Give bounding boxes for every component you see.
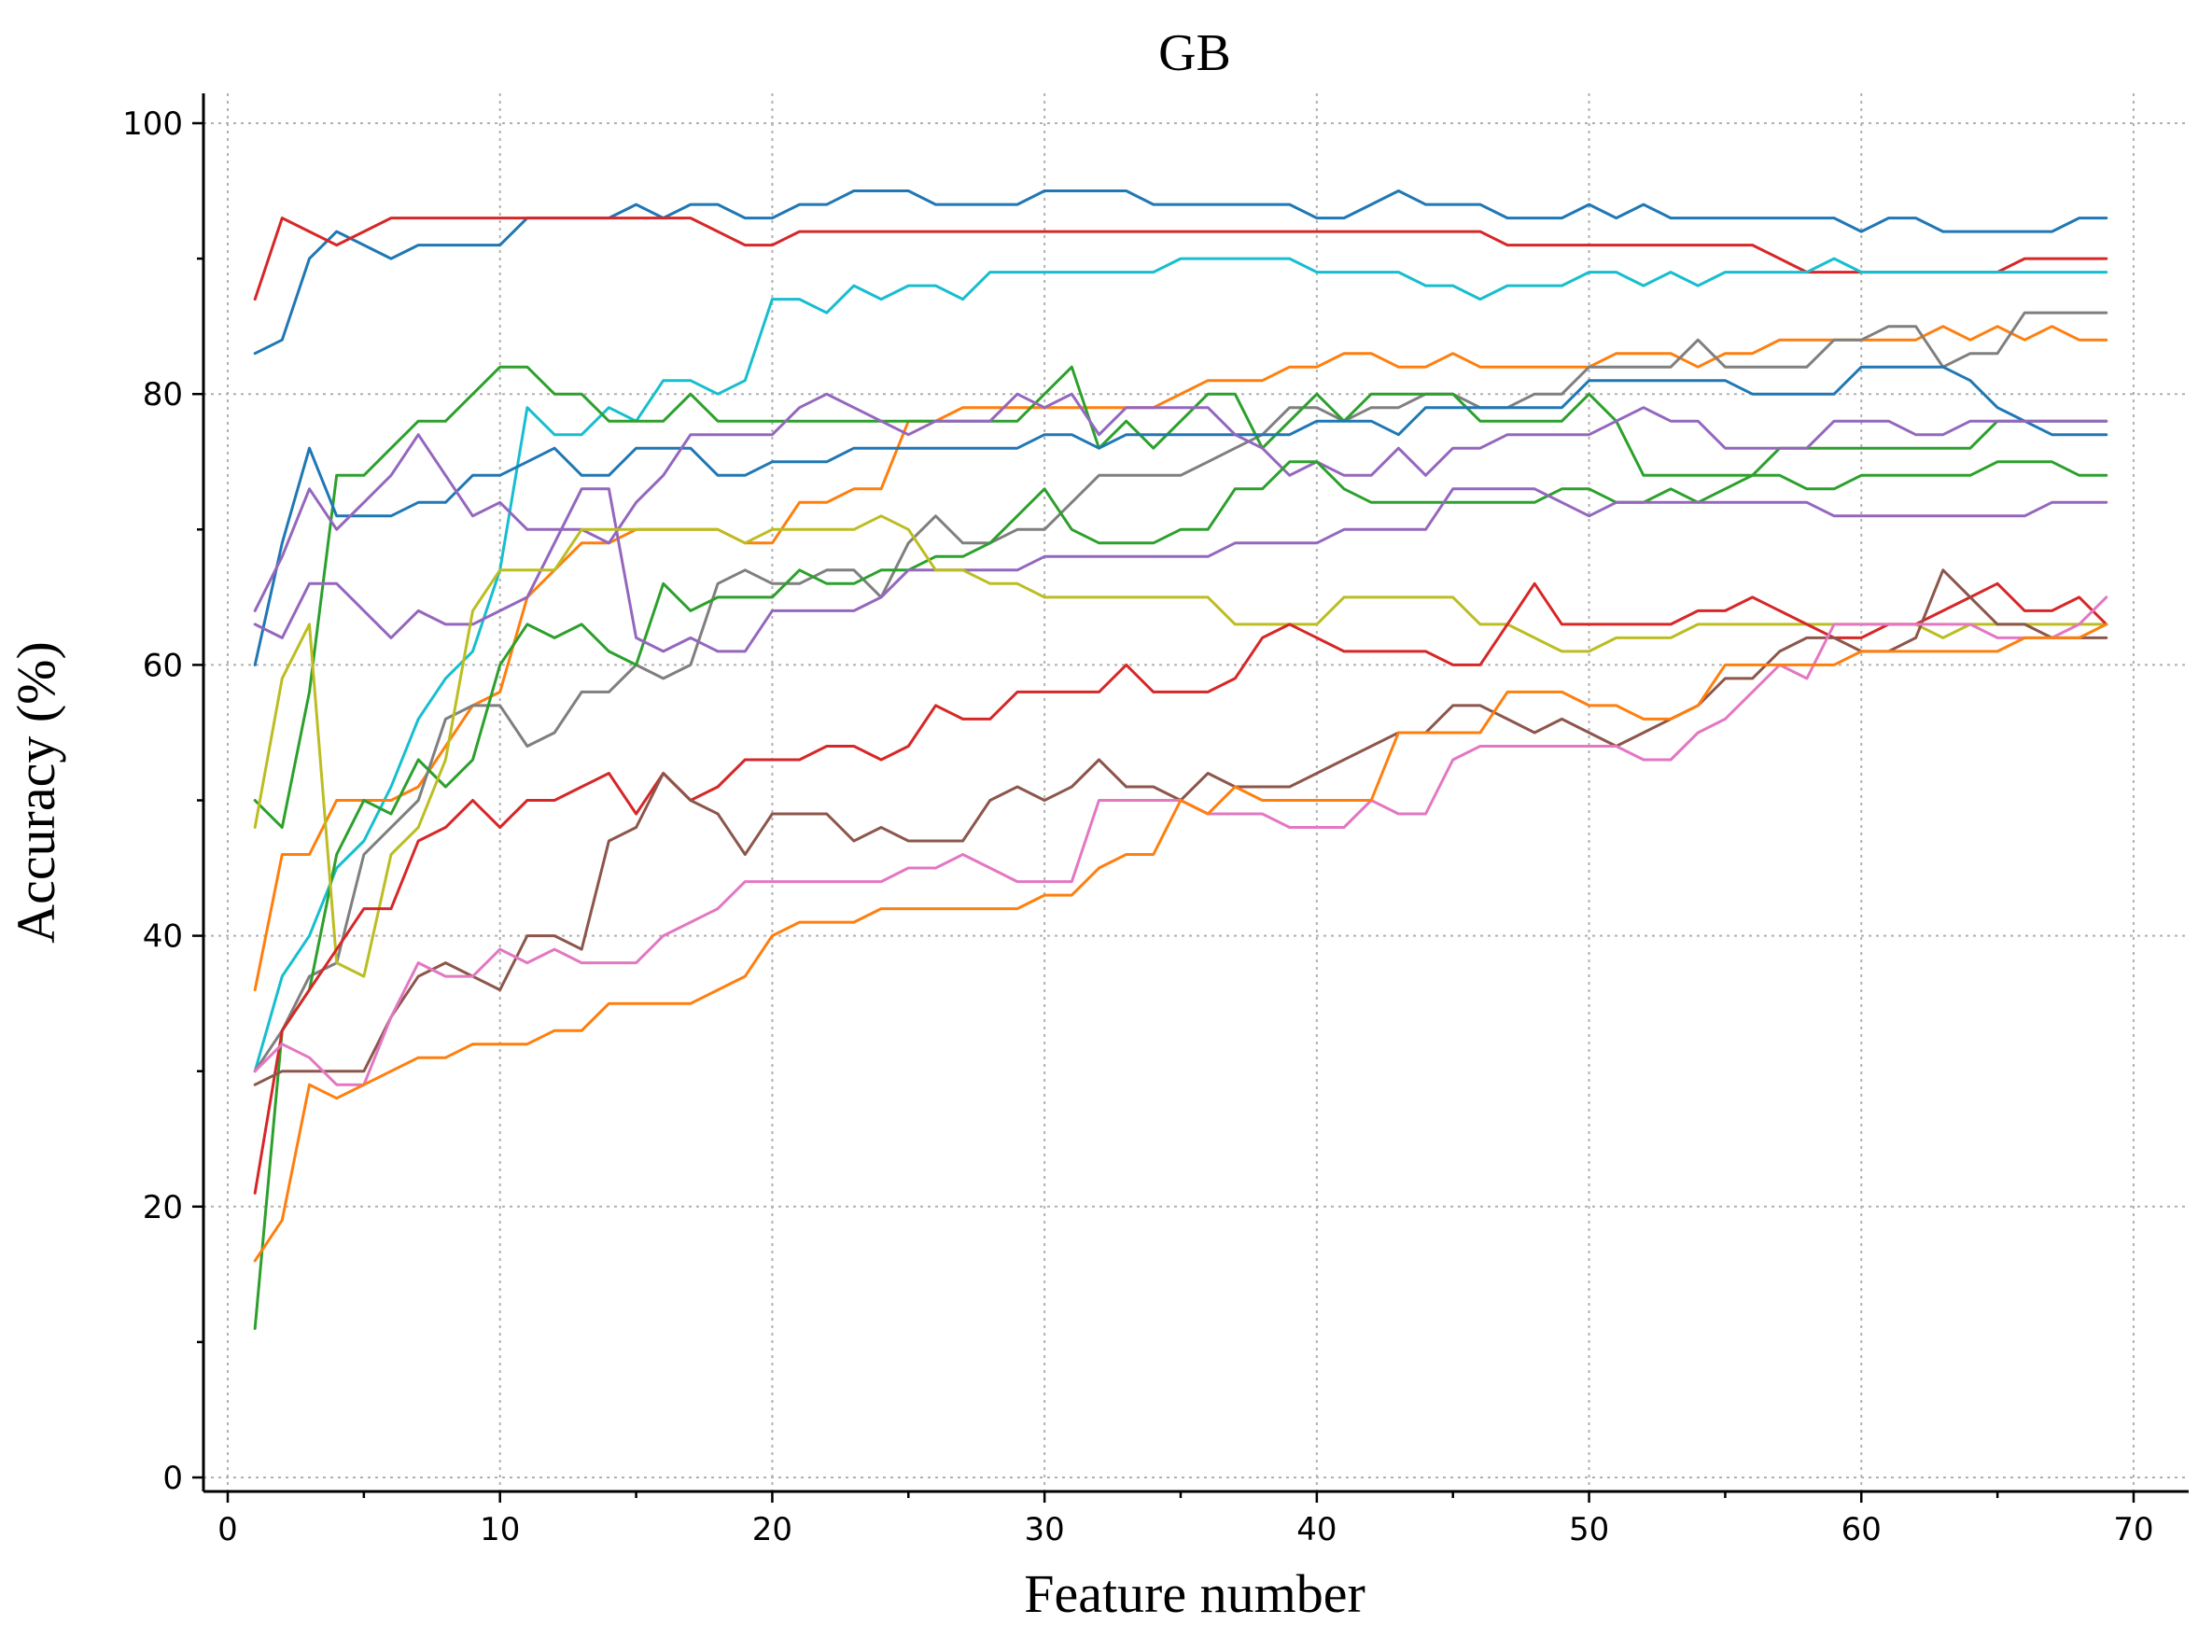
series-line-13	[253, 568, 2108, 1086]
x-tick-label: 20	[752, 1511, 792, 1548]
x-tick-label: 60	[1841, 1511, 1882, 1548]
chart-title: GB	[1158, 24, 1231, 82]
axes	[202, 93, 2189, 1493]
grid-lines	[203, 93, 2189, 1491]
series-line-4	[253, 325, 2108, 992]
y-tick-label: 80	[143, 376, 183, 413]
series-line-11	[253, 514, 2108, 978]
series-line-12	[253, 581, 2108, 1195]
series-line-3	[253, 257, 2108, 1073]
series-line-5	[253, 311, 2108, 1073]
x-tick-label: 0	[217, 1511, 238, 1548]
series-line-15	[253, 623, 2108, 1263]
x-tick-label: 70	[2113, 1511, 2153, 1548]
series-line-8	[253, 392, 2108, 612]
series-lines	[253, 189, 2108, 1330]
y-axis-label: Accuracy (%)	[6, 641, 66, 944]
series-line-7	[253, 365, 2108, 666]
series-line-2	[253, 217, 2108, 301]
x-tick-label: 30	[1025, 1511, 1065, 1548]
x-tick-label: 40	[1296, 1511, 1337, 1548]
y-tick-label: 20	[143, 1189, 183, 1226]
series-line-9	[253, 460, 2108, 1330]
y-tick-label: 40	[143, 918, 183, 956]
x-tick-label: 10	[480, 1511, 520, 1548]
series-line-10	[253, 487, 2108, 653]
x-tick-label: 50	[1569, 1511, 1609, 1548]
series-line-14	[253, 595, 2108, 1086]
y-tick-label: 0	[162, 1460, 183, 1497]
x-axis-label: Feature number	[1024, 1563, 1365, 1624]
y-tick-label: 60	[143, 647, 183, 684]
y-tick-label: 100	[122, 105, 183, 143]
tick-marks-and-labels: 0 10 20 30 40 50 60 70 0 20 40 60 80 100	[122, 105, 2154, 1548]
